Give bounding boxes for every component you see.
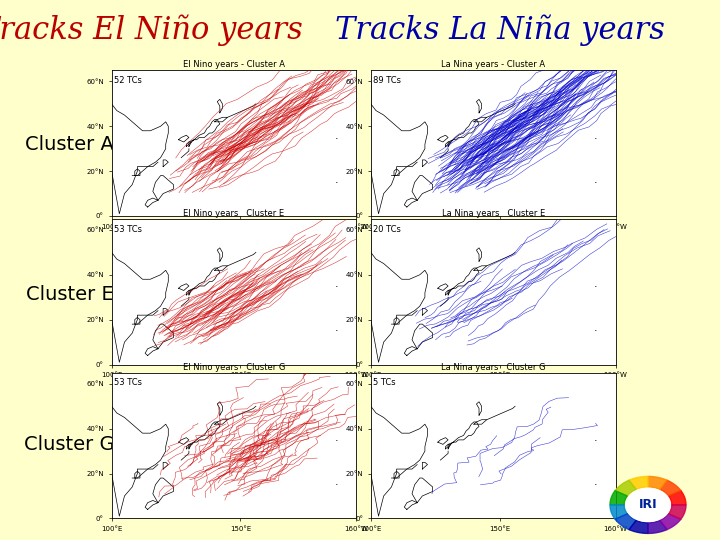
Polygon shape bbox=[615, 480, 636, 496]
Text: Tracks El Niño years: Tracks El Niño years bbox=[0, 14, 302, 45]
Text: 53 TCs: 53 TCs bbox=[114, 379, 142, 387]
Text: .: . bbox=[335, 131, 338, 141]
Text: .: . bbox=[335, 323, 338, 333]
Title: La Nina years   Cluster E: La Nina years Cluster E bbox=[441, 209, 545, 218]
Text: .: . bbox=[335, 433, 338, 443]
Polygon shape bbox=[648, 521, 667, 534]
Text: 20 TCs: 20 TCs bbox=[373, 225, 401, 233]
Polygon shape bbox=[669, 505, 686, 519]
Polygon shape bbox=[610, 491, 627, 505]
Polygon shape bbox=[629, 476, 648, 489]
Circle shape bbox=[626, 488, 670, 522]
Title: La Nina years   Cluster G: La Nina years Cluster G bbox=[441, 363, 546, 372]
Text: 89 TCs: 89 TCs bbox=[373, 76, 401, 85]
Polygon shape bbox=[660, 514, 681, 530]
Polygon shape bbox=[660, 480, 681, 496]
Text: 5 TCs: 5 TCs bbox=[373, 379, 396, 387]
Text: Cluster A: Cluster A bbox=[25, 135, 114, 154]
Title: El Nino years - Cluster A: El Nino years - Cluster A bbox=[183, 60, 285, 70]
Text: .: . bbox=[594, 433, 598, 443]
Text: .: . bbox=[594, 323, 598, 333]
Text: .: . bbox=[594, 279, 598, 289]
Text: .: . bbox=[594, 477, 598, 487]
Text: Cluster E: Cluster E bbox=[26, 285, 114, 304]
Text: .: . bbox=[335, 174, 338, 185]
Text: 53 TCs: 53 TCs bbox=[114, 225, 142, 233]
Polygon shape bbox=[648, 476, 667, 489]
Polygon shape bbox=[669, 491, 686, 505]
Title: El Nino years   Cluster E: El Nino years Cluster E bbox=[184, 209, 284, 218]
Text: IRI: IRI bbox=[639, 498, 657, 511]
Polygon shape bbox=[610, 505, 627, 519]
Polygon shape bbox=[615, 514, 636, 530]
Text: .: . bbox=[335, 279, 338, 289]
Text: .: . bbox=[594, 174, 598, 185]
Text: Cluster G: Cluster G bbox=[24, 435, 115, 455]
Polygon shape bbox=[629, 521, 648, 534]
Title: La Nina years - Cluster A: La Nina years - Cluster A bbox=[441, 60, 545, 70]
Text: 52 TCs: 52 TCs bbox=[114, 76, 142, 85]
Text: .: . bbox=[335, 477, 338, 487]
Title: El Nino years   Cluster G: El Nino years Cluster G bbox=[183, 363, 285, 372]
Text: Tracks La Niña years: Tracks La Niña years bbox=[336, 14, 665, 45]
Text: .: . bbox=[594, 131, 598, 141]
